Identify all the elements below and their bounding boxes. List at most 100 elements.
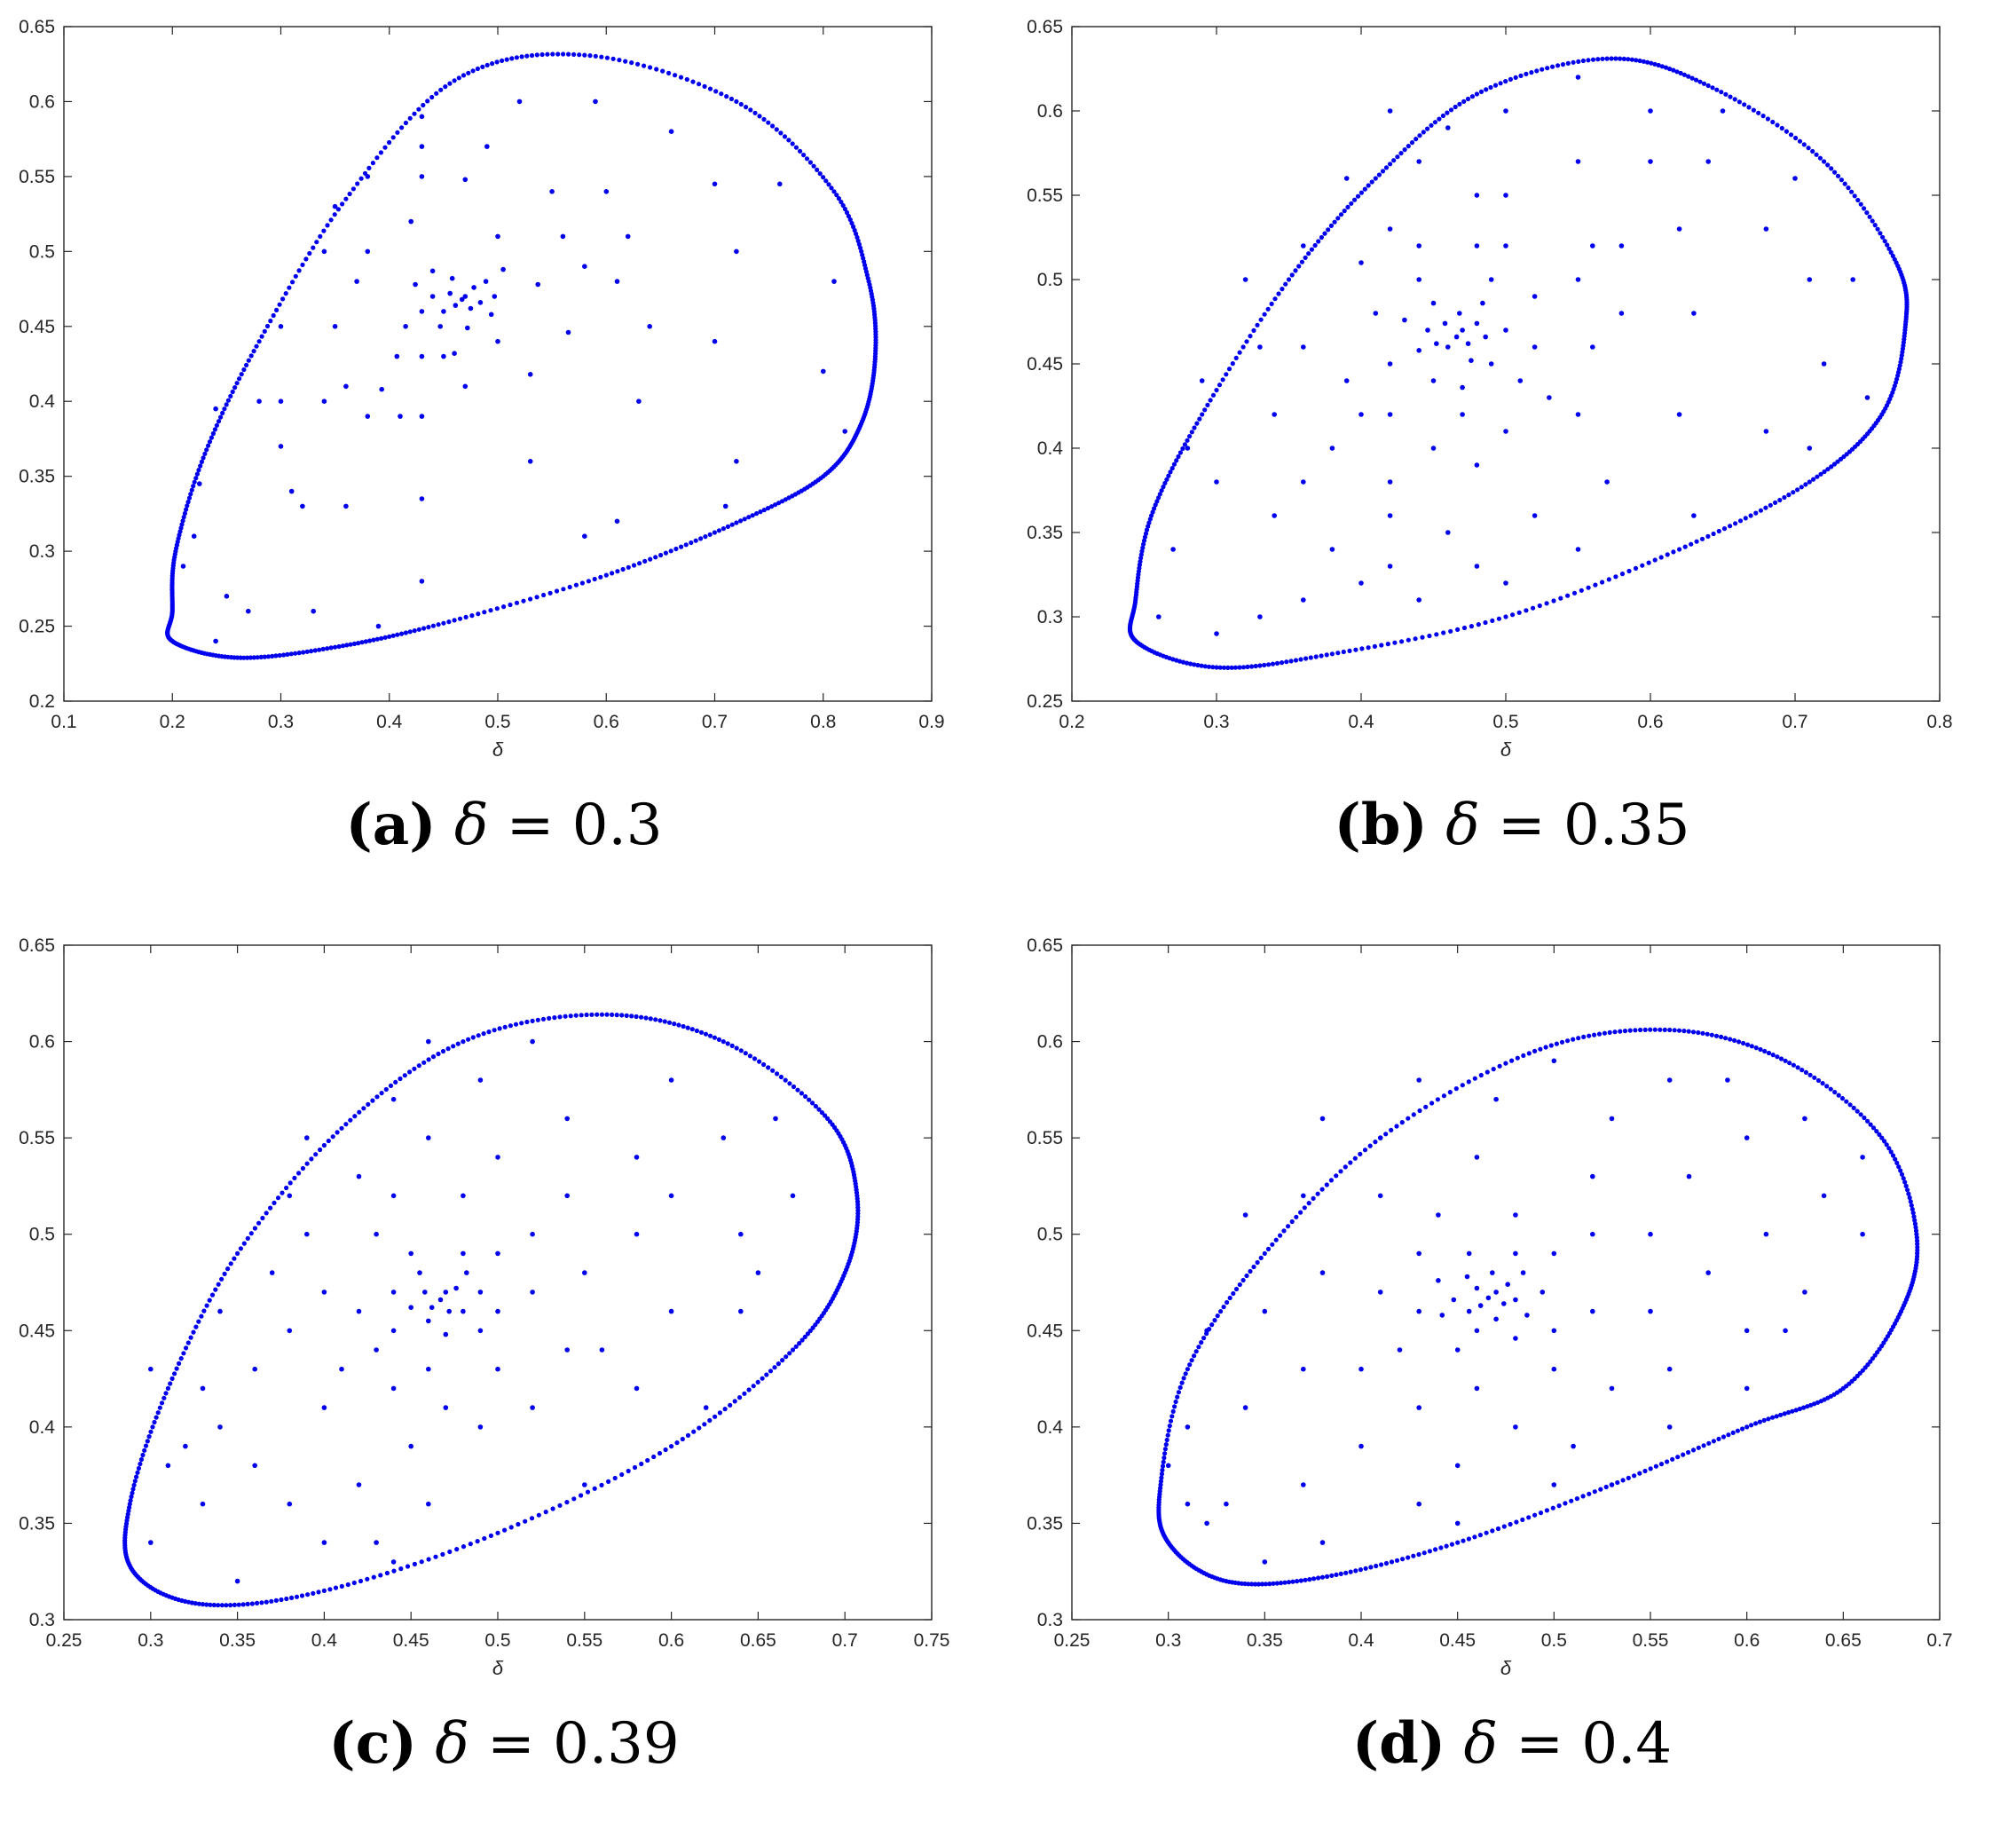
y-tick-label: 0.45: [1027, 354, 1063, 375]
data-point: [1185, 1424, 1191, 1430]
data-point: [666, 1020, 673, 1025]
data-point: [1417, 1108, 1422, 1114]
data-point: [300, 503, 305, 509]
data-point: [374, 1347, 379, 1353]
data-point: [259, 334, 264, 339]
data-point: [707, 86, 713, 91]
data-point: [722, 1407, 728, 1412]
x-tick-label: 0.25: [46, 1630, 83, 1651]
data-point: [419, 496, 425, 501]
data-point: [513, 1022, 519, 1027]
data-point: [1474, 243, 1480, 248]
data-point: [582, 1270, 587, 1275]
data-point: [378, 1573, 383, 1578]
data-point: [468, 1542, 473, 1547]
data-point: [419, 114, 425, 120]
data-point: [426, 1057, 431, 1062]
data-point: [1574, 1496, 1579, 1502]
data-point: [1491, 1067, 1496, 1072]
data-point: [1202, 664, 1208, 669]
data-point: [668, 1308, 674, 1314]
x-tick-label: 0.45: [393, 1630, 429, 1651]
data-point: [300, 1165, 305, 1171]
data-point: [839, 200, 844, 205]
data-point: [1565, 60, 1571, 66]
data-point: [634, 1155, 640, 1160]
data-point: [1187, 1362, 1193, 1368]
data-point: [433, 1554, 438, 1559]
data-point: [335, 207, 341, 212]
data-point: [343, 1122, 349, 1127]
data-point: [1194, 421, 1200, 426]
data-point: [748, 107, 753, 113]
data-point: [1551, 1058, 1557, 1064]
data-point: [1398, 151, 1404, 156]
data-point: [823, 178, 829, 184]
data-point: [1227, 1295, 1232, 1301]
data-point: [634, 1014, 639, 1020]
data-point: [1358, 412, 1364, 417]
data-point: [412, 628, 417, 634]
data-point: [466, 1037, 471, 1042]
data-point: [1912, 1221, 1918, 1227]
data-point: [1484, 1069, 1490, 1075]
data-point: [1681, 1029, 1687, 1034]
data-point: [222, 406, 227, 412]
data-point: [354, 279, 359, 284]
data-point: [1770, 119, 1776, 125]
data-point: [1199, 663, 1204, 668]
data-point: [742, 1391, 747, 1396]
data-point: [1744, 1385, 1750, 1392]
data-point: [1483, 619, 1488, 626]
data-point: [284, 1185, 289, 1191]
data-point: [1301, 1193, 1306, 1199]
data-point: [1215, 1313, 1220, 1319]
data-point: [1686, 1449, 1691, 1455]
data-point: [1430, 446, 1437, 451]
data-point: [245, 1601, 250, 1606]
data-point: [1882, 1139, 1887, 1144]
data-point: [1648, 159, 1653, 164]
data-point: [668, 1077, 674, 1083]
data-point: [860, 252, 865, 257]
data-point: [1170, 657, 1176, 662]
data-point: [842, 206, 848, 212]
y-tick-label: 0.65: [1027, 935, 1063, 956]
data-point: [296, 651, 302, 656]
data-point: [648, 65, 653, 70]
y-tick-label: 0.65: [19, 17, 55, 37]
data-point: [668, 548, 673, 554]
data-point: [1645, 59, 1650, 65]
data-point: [128, 1498, 133, 1503]
data-point: [858, 245, 863, 250]
data-point: [1846, 185, 1851, 191]
data-point: [1824, 1084, 1830, 1089]
data-point: [234, 1578, 240, 1584]
data-point: [1313, 654, 1319, 659]
data-point: [1246, 1582, 1251, 1587]
y-tick-label: 0.35: [19, 1513, 55, 1534]
data-point: [1807, 277, 1813, 282]
data-point: [527, 372, 533, 377]
data-point: [1656, 62, 1661, 68]
data-point: [383, 1086, 389, 1093]
data-point: [143, 1443, 149, 1448]
data-point: [1239, 1581, 1244, 1586]
data-point: [264, 323, 271, 329]
data-point: [445, 1046, 451, 1052]
y-tick-label: 0.6: [29, 1032, 55, 1053]
data-point: [743, 1051, 748, 1056]
data-point: [1262, 1559, 1268, 1565]
data-point: [1744, 1135, 1750, 1140]
data-point: [847, 217, 853, 223]
data-point: [1141, 538, 1147, 543]
data-point: [1705, 1031, 1710, 1037]
data-point: [842, 429, 847, 434]
data-point: [1864, 395, 1870, 400]
data-point: [657, 1450, 663, 1456]
data-point: [403, 120, 408, 126]
data-point: [1646, 560, 1651, 565]
data-point: [1448, 628, 1453, 634]
data-point: [579, 1013, 584, 1018]
data-point: [528, 596, 533, 602]
